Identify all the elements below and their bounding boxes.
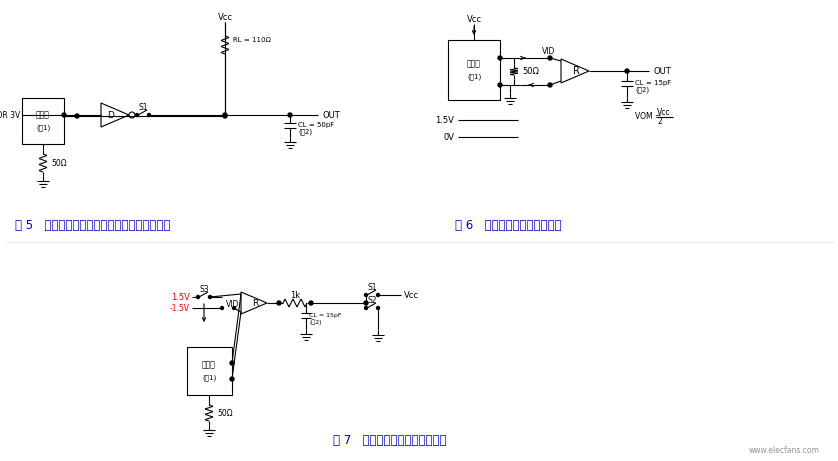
Text: 2: 2 — [657, 117, 662, 125]
Circle shape — [220, 307, 224, 309]
Circle shape — [498, 83, 502, 87]
Text: 0V: 0V — [443, 132, 454, 142]
Text: Vcc: Vcc — [218, 13, 232, 23]
Circle shape — [230, 361, 234, 365]
Text: (注2): (注2) — [298, 129, 312, 136]
Bar — [22, 98, 64, 144]
Text: OUT: OUT — [653, 66, 670, 76]
Circle shape — [277, 301, 281, 305]
Text: RL = 110Ω: RL = 110Ω — [233, 37, 271, 43]
Text: R: R — [252, 299, 258, 307]
Circle shape — [75, 114, 79, 118]
Circle shape — [288, 113, 292, 117]
Bar — [187, 347, 232, 395]
Text: S3: S3 — [199, 284, 209, 294]
Text: S1: S1 — [138, 102, 147, 112]
Text: 图 7   接收器使能和禁能时序电路: 图 7 接收器使能和禁能时序电路 — [334, 433, 447, 447]
Text: Vcc: Vcc — [657, 107, 670, 117]
Text: D: D — [107, 111, 115, 119]
Text: S2: S2 — [367, 296, 377, 305]
Text: 发生器: 发生器 — [36, 111, 50, 119]
Text: Vcc: Vcc — [404, 290, 419, 300]
Text: R: R — [572, 66, 579, 76]
Circle shape — [147, 113, 151, 117]
Circle shape — [365, 307, 368, 309]
Circle shape — [62, 113, 66, 117]
Text: S1: S1 — [367, 283, 377, 291]
Text: 50Ω: 50Ω — [217, 408, 233, 418]
Text: 1.5V: 1.5V — [435, 116, 454, 124]
Text: 发生器: 发生器 — [467, 59, 481, 69]
Text: -1.5V: -1.5V — [170, 303, 190, 313]
Text: VID: VID — [542, 47, 556, 55]
Circle shape — [232, 307, 235, 309]
Text: (注1): (注1) — [36, 124, 50, 131]
Circle shape — [196, 296, 199, 299]
Circle shape — [309, 301, 313, 305]
Text: www.elecfans.com: www.elecfans.com — [749, 445, 820, 455]
Circle shape — [625, 69, 629, 73]
Circle shape — [136, 113, 138, 117]
Text: 1k: 1k — [290, 290, 300, 300]
Circle shape — [365, 294, 368, 296]
Text: (注2): (注2) — [635, 87, 649, 93]
Text: (注1): (注1) — [467, 74, 481, 80]
Circle shape — [376, 294, 380, 296]
Text: 50Ω: 50Ω — [522, 66, 539, 76]
Text: Vcc: Vcc — [467, 16, 482, 24]
Circle shape — [498, 56, 502, 60]
Text: 图 6   接收器传输延时测试电路: 图 6 接收器传输延时测试电路 — [455, 219, 561, 231]
Text: VOM =: VOM = — [635, 112, 661, 120]
Text: 50Ω: 50Ω — [51, 159, 67, 167]
Text: (注1): (注1) — [202, 375, 216, 381]
Circle shape — [376, 307, 380, 309]
Text: CL = 50pF: CL = 50pF — [298, 122, 334, 128]
Circle shape — [230, 377, 234, 381]
Text: VID: VID — [226, 300, 240, 308]
Bar — [448, 40, 500, 100]
Text: 图 5   驱动器使能和禁能时序电路，输出低电平: 图 5 驱动器使能和禁能时序电路，输出低电平 — [15, 219, 170, 231]
Circle shape — [209, 296, 211, 299]
Circle shape — [223, 113, 227, 117]
Text: 0V OR 3V: 0V OR 3V — [0, 111, 20, 119]
Circle shape — [223, 114, 227, 118]
Text: (注2): (注2) — [309, 319, 322, 325]
Text: CL = 15pF: CL = 15pF — [635, 80, 671, 86]
Circle shape — [548, 56, 552, 60]
Text: OUT: OUT — [322, 111, 339, 119]
Circle shape — [364, 301, 368, 305]
Text: 发生器: 发生器 — [202, 361, 216, 370]
Circle shape — [548, 83, 552, 87]
Text: 1.5V: 1.5V — [171, 292, 190, 301]
Text: CL = 15pF: CL = 15pF — [309, 313, 342, 318]
